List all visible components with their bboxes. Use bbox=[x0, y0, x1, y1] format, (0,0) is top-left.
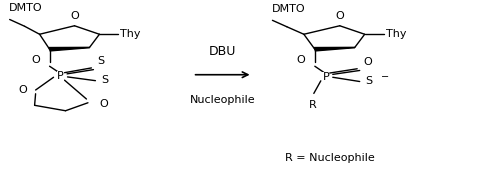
Text: Thy: Thy bbox=[386, 29, 406, 39]
Text: Nucleophile: Nucleophile bbox=[190, 95, 256, 105]
Text: P: P bbox=[57, 71, 64, 81]
Text: DMTO: DMTO bbox=[9, 3, 43, 13]
Text: R = Nucleophile: R = Nucleophile bbox=[285, 153, 374, 163]
Text: O: O bbox=[336, 11, 344, 21]
Text: O: O bbox=[363, 57, 372, 67]
Text: −: − bbox=[380, 72, 389, 82]
Text: R: R bbox=[308, 100, 316, 110]
Text: O: O bbox=[18, 85, 27, 95]
Text: S: S bbox=[102, 75, 108, 85]
Text: Thy: Thy bbox=[120, 29, 141, 39]
Polygon shape bbox=[314, 47, 355, 51]
Text: O: O bbox=[99, 99, 108, 109]
Text: DBU: DBU bbox=[209, 45, 236, 58]
Text: P: P bbox=[322, 72, 329, 82]
Text: S: S bbox=[98, 56, 104, 66]
Text: O: O bbox=[70, 11, 79, 21]
Text: O: O bbox=[31, 55, 40, 65]
Polygon shape bbox=[49, 47, 90, 51]
Text: DMTO: DMTO bbox=[272, 4, 306, 14]
Text: O: O bbox=[296, 55, 305, 65]
Text: S: S bbox=[366, 76, 373, 86]
